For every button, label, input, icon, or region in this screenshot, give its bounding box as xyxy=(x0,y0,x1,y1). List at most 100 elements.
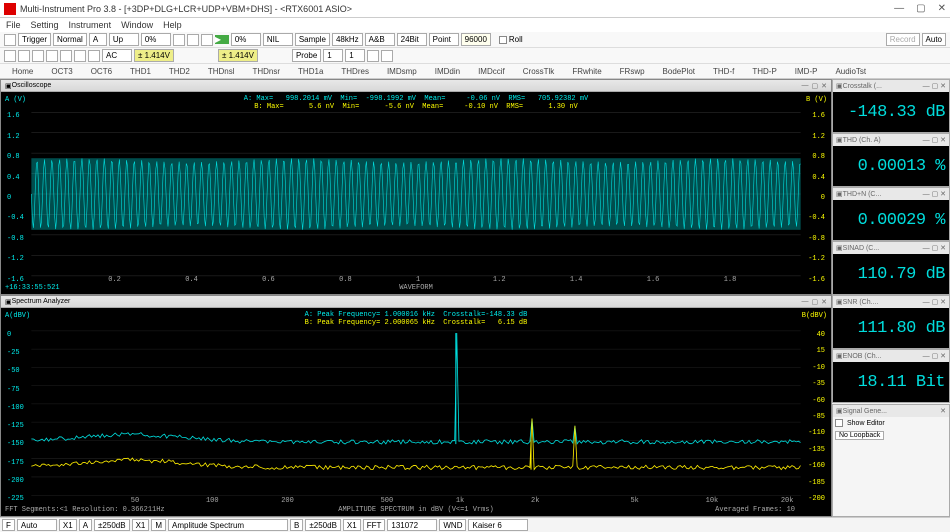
tab-frwhite[interactable]: FRwhite xyxy=(564,67,609,76)
spectrum-plot[interactable]: A: Peak Frequency= 1.000016 kHz Crosstal… xyxy=(1,308,831,516)
probe-2[interactable]: 1 xyxy=(345,49,365,62)
close-icon[interactable]: — ▢ ✕ xyxy=(923,82,946,90)
panel-max-icon[interactable]: ▢ xyxy=(812,82,819,90)
status-fftsize[interactable]: 131072 xyxy=(387,519,437,531)
close-icon[interactable]: — ▢ ✕ xyxy=(923,298,946,306)
sample-select[interactable]: Sample xyxy=(295,33,330,46)
tab-oct3[interactable]: OCT3 xyxy=(43,67,80,76)
meter-title[interactable]: ▣ THD+N (C...— ▢ ✕ xyxy=(833,188,949,200)
spectrum-title[interactable]: ▣ Spectrum Analyzer — ▢ ✕ xyxy=(1,296,831,308)
status-x1b[interactable]: X1 xyxy=(132,519,150,531)
status-x1a[interactable]: X1 xyxy=(59,519,77,531)
loopback-select[interactable]: No Loopback xyxy=(835,431,884,440)
tab-thd2[interactable]: THD2 xyxy=(161,67,198,76)
ab-select[interactable]: A&B xyxy=(365,33,395,46)
menu-file[interactable]: File xyxy=(6,20,21,30)
tab-bodeplot[interactable]: BodePlot xyxy=(655,67,703,76)
channel-select[interactable]: A xyxy=(89,33,107,46)
close-icon[interactable]: — ▢ ✕ xyxy=(923,352,946,360)
left-column: ▣ Oscilloscope — ▢ ✕ A: Max= 998.2014 mV… xyxy=(0,79,832,517)
close-icon[interactable]: — ▢ ✕ xyxy=(923,190,946,198)
oscilloscope-title[interactable]: ▣ Oscilloscope — ▢ ✕ xyxy=(1,80,831,92)
meter-title[interactable]: ▣ THD (Ch. A)— ▢ ✕ xyxy=(833,134,949,146)
tab-imdccif[interactable]: IMDccif xyxy=(470,67,513,76)
oscilloscope-plot[interactable]: A: Max= 998.2014 mV Min= -998.1992 mV Me… xyxy=(1,92,831,294)
play-button[interactable]: ▶ xyxy=(215,35,229,44)
tab-thdnsl[interactable]: THDnsl xyxy=(200,67,243,76)
tab-home[interactable]: Home xyxy=(4,67,41,76)
panel-max-icon[interactable]: ▢ xyxy=(812,298,819,306)
meter-value: 0.00029 % xyxy=(833,200,949,240)
sig-icon-4[interactable] xyxy=(46,50,58,62)
point-select[interactable]: Point xyxy=(429,33,459,46)
ac-select[interactable]: AC xyxy=(102,49,132,62)
sig-icon-7[interactable] xyxy=(88,50,100,62)
tab-thdnsr[interactable]: THDnsr xyxy=(244,67,288,76)
tool-icon-1[interactable] xyxy=(4,34,16,46)
tab-oct6[interactable]: OCT6 xyxy=(83,67,120,76)
sig-icon-5[interactable] xyxy=(60,50,72,62)
pct-a[interactable]: 0% xyxy=(141,33,171,46)
status-range-b[interactable]: ±250dB xyxy=(305,519,341,531)
bits-select[interactable]: 24Bit xyxy=(397,33,427,46)
close-icon[interactable]: ✕ xyxy=(940,407,946,415)
sig-icon-6[interactable] xyxy=(74,50,86,62)
roll-checkbox[interactable] xyxy=(499,36,507,44)
close-icon[interactable]: — ▢ ✕ xyxy=(923,136,946,144)
record-button[interactable]: Record xyxy=(886,33,920,46)
tab-thd-p[interactable]: THD-P xyxy=(744,67,784,76)
status-b: B xyxy=(290,519,303,531)
panel-close-icon[interactable]: ✕ xyxy=(821,82,827,90)
status-range-a[interactable]: ±250dB xyxy=(94,519,130,531)
rate-select[interactable]: 48kHz xyxy=(332,33,363,46)
edge-select[interactable]: Up xyxy=(109,33,139,46)
auto-button[interactable]: Auto xyxy=(922,33,946,46)
sig-icon-1[interactable] xyxy=(4,50,16,62)
maximize-button[interactable]: ▢ xyxy=(916,3,925,14)
sig-icon-8[interactable] xyxy=(367,50,379,62)
tab-thd1[interactable]: THD1 xyxy=(122,67,159,76)
points-input[interactable]: 96000 xyxy=(461,33,491,46)
tool-icon-2[interactable] xyxy=(173,34,185,46)
status-auto[interactable]: Auto xyxy=(17,519,57,531)
tool-icon-3[interactable] xyxy=(187,34,199,46)
tab-frswp[interactable]: FRswp xyxy=(612,67,653,76)
sig-icon-3[interactable] xyxy=(32,50,44,62)
menu-setting[interactable]: Setting xyxy=(31,20,59,30)
sig-icon-9[interactable] xyxy=(381,50,393,62)
tool-icon-4[interactable] xyxy=(201,34,213,46)
nil-select[interactable]: NIL xyxy=(263,33,293,46)
meter-title[interactable]: ▣ SINAD (C...— ▢ ✕ xyxy=(833,242,949,254)
panel-close-icon[interactable]: ✕ xyxy=(821,298,827,306)
tab-thd-f[interactable]: THD-f xyxy=(705,67,742,76)
tab-crosstlk[interactable]: CrossTlk xyxy=(515,67,563,76)
siggen-title[interactable]: ▣ Signal Gene... ✕ xyxy=(833,405,949,417)
meter-title[interactable]: ▣ Crosstalk (...— ▢ ✕ xyxy=(833,80,949,92)
panel-min-icon[interactable]: — xyxy=(802,298,809,305)
menu-window[interactable]: Window xyxy=(121,20,153,30)
menu-help[interactable]: Help xyxy=(163,20,182,30)
voltage-b[interactable]: ± 1.414V xyxy=(218,49,258,62)
menu-instrument[interactable]: Instrument xyxy=(69,20,112,30)
meter-title[interactable]: ▣ SNR (Ch....— ▢ ✕ xyxy=(833,296,949,308)
meter-title[interactable]: ▣ ENOB (Ch...— ▢ ✕ xyxy=(833,350,949,362)
close-button[interactable]: ✕ xyxy=(938,3,946,14)
tab-imdsmp[interactable]: IMDsmp xyxy=(379,67,425,76)
probe-1[interactable]: 1 xyxy=(323,49,343,62)
tab-thd1a[interactable]: THD1a xyxy=(290,67,331,76)
status-x1c[interactable]: X1 xyxy=(343,519,361,531)
voltage-a[interactable]: ± 1.414V xyxy=(134,49,174,62)
panel-min-icon[interactable]: — xyxy=(802,82,809,89)
tab-imddin[interactable]: IMDdin xyxy=(427,67,468,76)
trigger-mode-select[interactable]: Normal xyxy=(53,33,87,46)
status-window[interactable]: Kaiser 6 xyxy=(468,519,528,531)
close-icon[interactable]: — ▢ ✕ xyxy=(923,244,946,252)
tab-audiotst[interactable]: AudioTst xyxy=(827,67,874,76)
tab-imd-p[interactable]: IMD-P xyxy=(787,67,826,76)
sig-icon-2[interactable] xyxy=(18,50,30,62)
minimize-button[interactable]: — xyxy=(894,3,904,14)
tab-thdres[interactable]: THDres xyxy=(333,67,377,76)
show-editor-checkbox[interactable] xyxy=(835,419,843,427)
status-spectrum[interactable]: Amplitude Spectrum xyxy=(168,519,288,531)
pct-b[interactable]: 0% xyxy=(231,33,261,46)
